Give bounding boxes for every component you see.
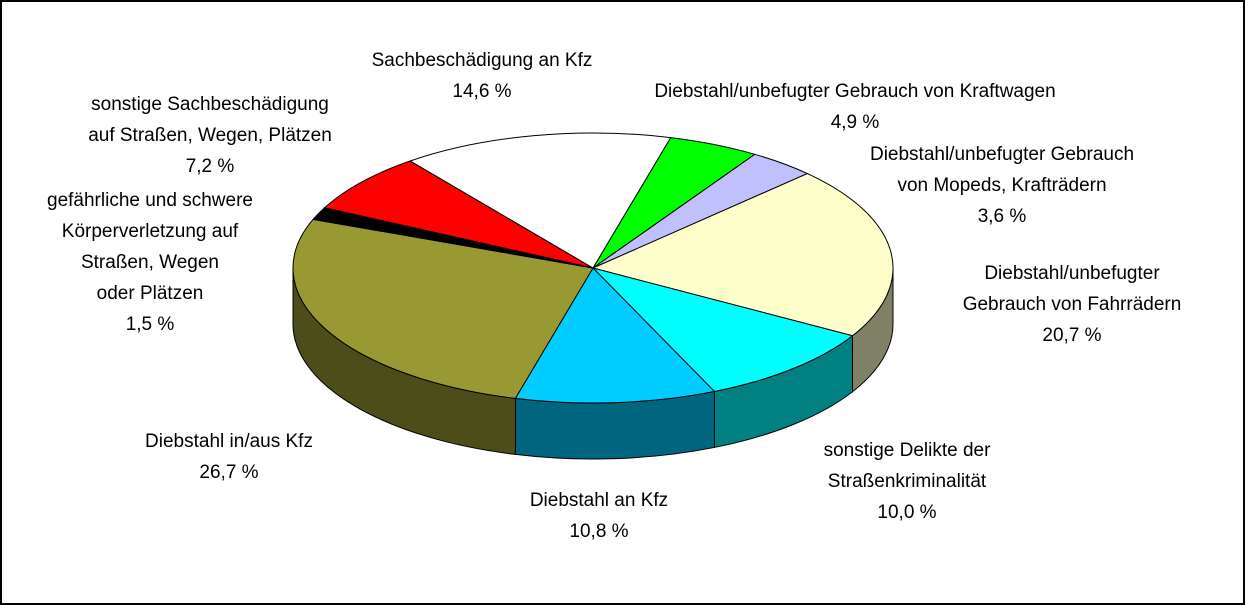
category-label: gefährliche und schwere Körperverletzung… <box>47 190 253 304</box>
category-label: Diebstahl/unbefugter Gebrauch von Fahrrä… <box>962 263 1182 315</box>
slice-label: Diebstahl in/aus Kfz 26,7 % <box>145 426 313 488</box>
category-label: Diebstahl/unbefugter Gebrauch von Mopeds… <box>869 144 1135 196</box>
slice-label: sonstige Delikte der Straßenkriminalität… <box>824 435 991 528</box>
category-label: Diebstahl/unbefugter Gebrauch von Kraftw… <box>654 81 1056 102</box>
category-label: Diebstahl an Kfz <box>529 490 669 511</box>
value-label: 1,5 % <box>125 314 175 335</box>
slice-label: gefährliche und schwere Körperverletzung… <box>47 185 253 340</box>
value-label: 26,7 % <box>199 462 259 483</box>
slice-label: Diebstahl/unbefugter Gebrauch von Mopeds… <box>870 139 1134 232</box>
value-label: 20,7 % <box>1042 325 1102 346</box>
category-label: sonstige Delikte der Straßenkriminalität <box>823 440 991 492</box>
category-label: Sachbeschädigung an Kfz <box>371 50 593 71</box>
slice-label: Diebstahl/unbefugter Gebrauch von Fahrrä… <box>963 258 1182 351</box>
slice <box>514 267 716 404</box>
slice <box>408 132 672 269</box>
slice-label: Diebstahl/unbefugter Gebrauch von Kraftw… <box>654 76 1055 138</box>
value-label: 10,8 % <box>569 521 629 542</box>
value-label: 10,0 % <box>877 502 937 523</box>
slice-label: sonstige Sachbeschädigung auf Straßen, W… <box>88 89 332 182</box>
slice <box>323 160 594 269</box>
value-label: 7,2 % <box>185 156 235 177</box>
value-label: 4,9 % <box>830 112 880 133</box>
slice-label: Sachbeschädigung an Kfz 14,6 % <box>372 45 593 107</box>
category-label: sonstige Sachbeschädigung auf Straßen, W… <box>88 94 332 146</box>
slice-label: Diebstahl an Kfz 10,8 % <box>530 485 668 547</box>
slice <box>292 218 594 399</box>
slice <box>591 172 894 337</box>
value-label: 14,6 % <box>452 81 512 102</box>
category-label: Diebstahl in/aus Kfz <box>145 431 313 452</box>
value-label: 3,6 % <box>977 206 1027 227</box>
slice <box>591 267 854 392</box>
